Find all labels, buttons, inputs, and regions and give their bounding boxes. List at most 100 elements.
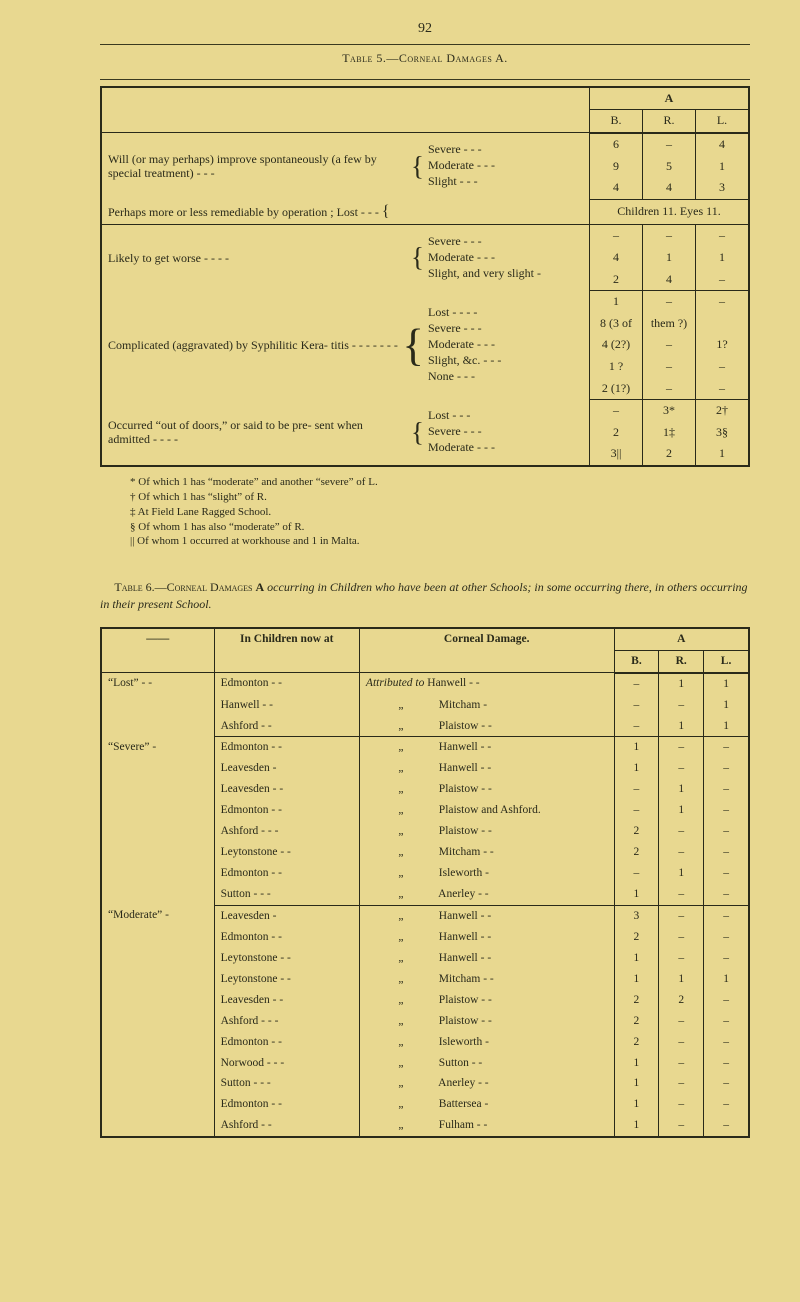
footnote-line: ‡ At Field Lane Ragged School. — [130, 505, 740, 520]
table6-child-cell: Ashford - - — [214, 1115, 359, 1137]
table5-sub-label: Moderate - - - — [428, 158, 583, 174]
table5-value-cell: 1 — [696, 443, 750, 466]
table6-damage-cell: „ Hanwell - - — [359, 948, 614, 969]
table5-lead-cell: Perhaps more or less remediable by opera… — [101, 199, 590, 225]
table5-value-cell: – — [643, 133, 696, 156]
table6-child-cell: Ashford - - — [214, 716, 359, 737]
table6-value-cell: 2 — [614, 1011, 659, 1032]
table5-footnotes: * Of which 1 has “moderate” and another … — [130, 475, 740, 549]
table5-value-cell: – — [696, 356, 750, 378]
table5-col-B: B. — [590, 110, 643, 133]
table6-damage-cell: „ Isleworth - — [359, 1032, 614, 1053]
table6-value-cell: – — [659, 695, 704, 716]
table6-damage-cell: „ Anerley - - — [359, 1073, 614, 1094]
table6-damage-cell: „ Plaistow - - — [359, 990, 614, 1011]
table6-damage-cell: „ Isleworth - — [359, 863, 614, 884]
table6-damage-cell: „ Plaistow - - — [359, 1011, 614, 1032]
table6-value-cell: 3 — [614, 905, 659, 926]
table6-caption-A: A — [256, 580, 265, 594]
table5-value-cell: 3§ — [696, 422, 750, 444]
table6-value-cell: – — [704, 800, 749, 821]
table6-value-cell: 1 — [659, 716, 704, 737]
table6-value-cell: 1 — [614, 1115, 659, 1137]
table5-sub-label: Severe - - - — [428, 321, 583, 337]
table6-value-cell: – — [704, 737, 749, 758]
table5-value-cell: 4 — [643, 177, 696, 199]
table6-damage-cell: „ Plaistow - - — [359, 716, 614, 737]
table5-sub-label: Slight - - - — [428, 174, 583, 190]
footnote-line: † Of which 1 has “slight” of R. — [130, 490, 740, 505]
table6-damage-cell: Attributed to Hanwell - - — [359, 673, 614, 695]
table5-value-cell: 3|| — [590, 443, 643, 466]
table6-damage-cell: „ Fulham - - — [359, 1115, 614, 1137]
table5-lead-cell: Will (or may perhaps) improve spontaneou… — [101, 133, 590, 199]
table6-group-label: “Severe” - — [101, 737, 214, 906]
table6-value-cell: – — [614, 673, 659, 695]
table6-damage-cell: „ Mitcham - - — [359, 969, 614, 990]
table5-value-cell: 1 — [643, 247, 696, 269]
table6-value-cell: – — [659, 821, 704, 842]
table6-value-cell: – — [614, 716, 659, 737]
footnote-line: § Of whom 1 has also “moderate” of R. — [130, 520, 740, 535]
table6-col-L: L. — [704, 650, 749, 672]
table6-value-cell: – — [704, 948, 749, 969]
table6-child-cell: Ashford - - - — [214, 1011, 359, 1032]
table6-group-label: “Moderate” - — [101, 905, 214, 1137]
table5-row: Occurred “out of doors,” or said to be p… — [101, 400, 749, 422]
table5-sub-label: Slight, &c. - - - — [428, 353, 583, 369]
table5-sub-label: None - - - — [428, 369, 583, 385]
table6-value-cell: 1 — [614, 1094, 659, 1115]
table5-value-cell: 4 — [590, 247, 643, 269]
table5-value-cell: 1 ? — [590, 356, 643, 378]
table5-value-cell: 3* — [643, 400, 696, 422]
table5-value-cell: 9 — [590, 156, 643, 178]
table6-value-cell: 2 — [614, 821, 659, 842]
table6-value-cell: – — [704, 1011, 749, 1032]
table6-damage-cell: „ Hanwell - - — [359, 927, 614, 948]
rule-top — [100, 44, 750, 45]
table6-value-cell: – — [659, 1115, 704, 1137]
table5-value-cell: – — [590, 400, 643, 422]
table6-damage-cell: „ Hanwell - - — [359, 758, 614, 779]
table6-value-cell: – — [659, 1032, 704, 1053]
table6-child-cell: Edmonton - - — [214, 1032, 359, 1053]
table5-value-cell: 2 — [590, 422, 643, 444]
table6-child-cell: Edmonton - - — [214, 673, 359, 695]
table5-value-cell: 2 (1?) — [590, 378, 643, 400]
table6-value-cell: – — [614, 695, 659, 716]
table6-value-cell: – — [659, 905, 704, 926]
table6-value-cell: 2 — [659, 990, 704, 1011]
table5-value-cell: 3 — [696, 177, 750, 199]
table6-damage-cell: „ Plaistow and Ashford. — [359, 800, 614, 821]
table6-value-cell: – — [659, 1011, 704, 1032]
table6-head1: —— In Children now at Corneal Damage. A — [101, 628, 749, 650]
table5-value-cell: – — [643, 225, 696, 247]
table5-merged-cell: Children 11. Eyes 11. — [590, 199, 750, 225]
table5-value-cell: 2 — [643, 443, 696, 466]
table6-value-cell: – — [704, 990, 749, 1011]
table5-sub-label: Moderate - - - — [428, 250, 583, 266]
table6-child-cell: Edmonton - - — [214, 800, 359, 821]
table6-value-cell: – — [704, 1073, 749, 1094]
table6-value-cell: 1 — [659, 673, 704, 695]
table6-value-cell: 1 — [659, 863, 704, 884]
table5-sub-label: Moderate - - - — [428, 337, 583, 353]
table6-value-cell: 1 — [659, 779, 704, 800]
table5-value-cell: 4 — [643, 269, 696, 291]
table5-value-cell: – — [696, 269, 750, 291]
table5-sub-label: Slight, and very slight - — [428, 266, 583, 282]
table5: A B. R. L. Will (or may perhaps) improve… — [100, 86, 750, 467]
table6-child-cell: Edmonton - - — [214, 863, 359, 884]
table6-value-cell: 1 — [614, 948, 659, 969]
page: 92 Table 5.—Corneal Damages A. A B. R. L… — [0, 0, 800, 1178]
table6-child-cell: Leavesden - - — [214, 779, 359, 800]
table5-lead-cell: Occurred “out of doors,” or said to be p… — [101, 400, 590, 466]
table5-value-cell: – — [696, 291, 750, 313]
table5-head-a: A — [101, 87, 749, 110]
table5-row: Complicated (aggravated) by Syphilitic K… — [101, 291, 749, 313]
table6-value-cell: – — [704, 1032, 749, 1053]
table6-value-cell: 1 — [704, 695, 749, 716]
table6-head-children: In Children now at — [214, 628, 359, 673]
table5-row: Likely to get worse - - - -{Severe - - -… — [101, 225, 749, 247]
table5-value-cell: 2† — [696, 400, 750, 422]
